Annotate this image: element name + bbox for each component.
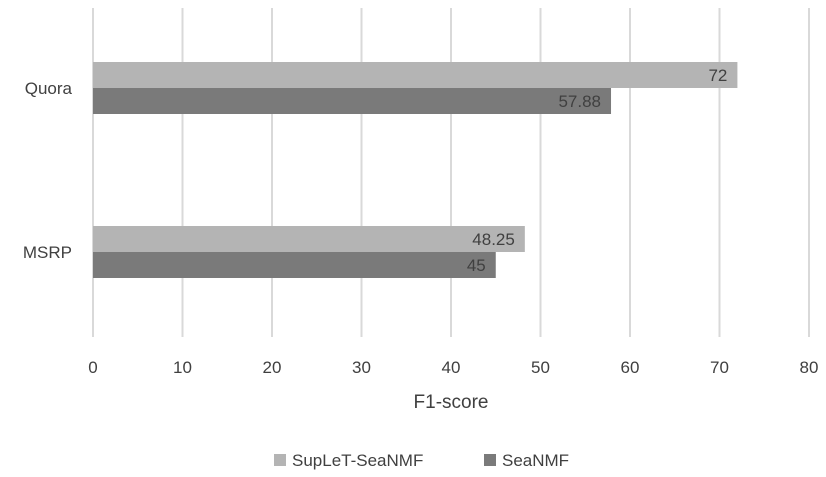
data-label: 57.88 [558, 92, 601, 111]
x-tick-label: 80 [800, 358, 819, 377]
bar-seanmf-quora [93, 88, 612, 114]
bar-suplet-seanmf-quora [93, 62, 738, 88]
data-label: 72 [708, 66, 727, 85]
data-label: 45 [467, 256, 486, 275]
legend-label: SupLeT-SeaNMF [292, 451, 423, 470]
bar-suplet-seanmf-msrp [93, 226, 525, 252]
x-tick-label: 70 [710, 358, 729, 377]
x-tick-label: 40 [442, 358, 461, 377]
legend-label: SeaNMF [502, 451, 569, 470]
bar-seanmf-msrp [93, 252, 496, 278]
legend: SupLeT-SeaNMF SeaNMF [274, 451, 569, 470]
x-tick-label: 0 [88, 358, 97, 377]
category-labels: Quora MSRP [23, 79, 73, 262]
data-labels: 72 57.88 48.25 45 [467, 66, 728, 275]
category-label: MSRP [23, 243, 72, 262]
legend-swatch [274, 454, 286, 466]
gridlines [92, 8, 810, 337]
x-tick-label: 30 [352, 358, 371, 377]
data-label: 48.25 [472, 230, 515, 249]
x-tick-label: 20 [263, 358, 282, 377]
bars [93, 62, 738, 278]
x-tick-label: 50 [531, 358, 550, 377]
x-tick-label: 10 [173, 358, 192, 377]
category-label: Quora [25, 79, 73, 98]
x-tick-labels: 0 10 20 30 40 50 60 70 80 [88, 358, 818, 377]
x-axis-title: F1-score [414, 392, 489, 413]
legend-swatch [484, 454, 496, 466]
x-tick-label: 60 [621, 358, 640, 377]
